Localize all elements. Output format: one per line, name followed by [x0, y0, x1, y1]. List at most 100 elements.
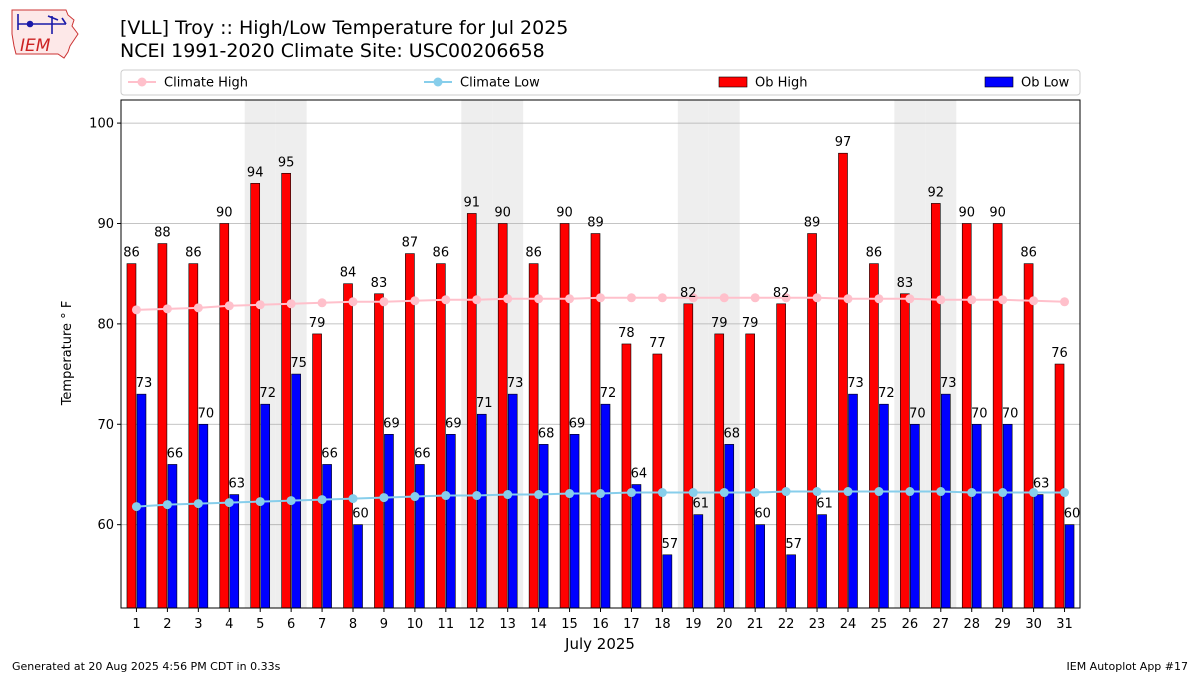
logo-text: IEM: [20, 36, 51, 56]
ob-high-bar-25: [869, 263, 879, 609]
x-tick-label-3: 3: [194, 617, 202, 632]
climate-high-point-21: [750, 293, 760, 303]
climate-low-point-9: [379, 493, 389, 503]
ob-high-bar-29: [992, 223, 1003, 609]
ob-high-label-19: 82: [680, 286, 697, 301]
ob-high-label-29: 90: [989, 205, 1006, 220]
ob-low-bar-2: [167, 464, 178, 609]
x-tick-label-15: 15: [561, 617, 578, 632]
x-tick-label-9: 9: [380, 617, 388, 632]
x-tick-label-30: 30: [1025, 617, 1042, 632]
legend-box: [120, 69, 1081, 96]
x-tick-label-14: 14: [530, 617, 547, 632]
weekend-band-12: [461, 100, 493, 608]
ob-high-bar-19: [683, 303, 694, 609]
ob-low-bar-20: [724, 444, 735, 609]
ob-low-bar-11: [446, 434, 456, 609]
ob-high-label-21: 79: [742, 316, 759, 331]
ob-low-label-13: 73: [507, 376, 524, 391]
ob-low-bar-10: [415, 464, 425, 609]
ob-high-label-10: 87: [402, 236, 419, 251]
climate-high-point-12: [472, 295, 482, 305]
y-tick-label-60: 60: [97, 518, 114, 533]
climate-low-point-16: [596, 489, 605, 499]
climate-high-point-31: [1060, 297, 1070, 307]
y-axis: 60 70 80 90 100: [89, 117, 121, 533]
ob-high-bar-20: [714, 333, 725, 609]
x-tick-label-23: 23: [809, 617, 826, 632]
ob-low-label-26: 70: [909, 406, 926, 421]
ob-low-label-1: 73: [136, 376, 153, 391]
climate-high-point-3: [193, 303, 203, 313]
climate-high-point-26: [905, 294, 915, 304]
ob-high-label-14: 86: [525, 246, 542, 261]
climate-low-point-1: [131, 502, 141, 512]
ob-high-label-18: 77: [649, 336, 666, 351]
ob-low-label-18: 57: [662, 537, 679, 552]
ob-low-bar-21: [755, 524, 765, 609]
ob-low-label-30: 63: [1033, 477, 1050, 492]
ob-low-label-11: 69: [445, 416, 462, 431]
ob-low-bar-15: [569, 434, 580, 609]
ob-high-label-6: 95: [278, 155, 295, 170]
ob-low-label-2: 66: [167, 446, 184, 461]
ob-high-bar-7: [312, 333, 322, 609]
ob-high-bar-27: [930, 203, 941, 609]
ob-low-label-14: 68: [538, 426, 555, 441]
x-tick-label-29: 29: [994, 617, 1011, 632]
legend-climate-low-marker: [433, 77, 443, 87]
ob-low-label-8: 60: [352, 507, 369, 522]
y-axis-label: Temperature ° F: [60, 301, 75, 407]
ob-high-bar-17: [621, 343, 632, 609]
x-tick-label-13: 13: [499, 617, 516, 632]
climate-high-point-16: [596, 293, 605, 303]
ob-low-label-27: 73: [940, 376, 957, 391]
app-id: IEM Autoplot App #17: [1066, 660, 1189, 673]
x-tick-label-31: 31: [1056, 617, 1073, 632]
ob-low-bar-12: [476, 413, 487, 609]
ob-low-label-31: 60: [1064, 507, 1081, 522]
ob-high-label-8: 84: [340, 266, 357, 281]
x-tick-label-22: 22: [778, 617, 795, 632]
ob-high-label-24: 97: [835, 135, 852, 150]
ob-high-bar-16: [590, 233, 601, 609]
climate-low-point-23: [812, 487, 822, 497]
chart-title: [VLL] Troy :: High/Low Temperature for J…: [120, 17, 569, 39]
ob-high-bar-26: [900, 293, 910, 609]
ob-low-bar-9: [384, 434, 394, 609]
ob-low-bar-27: [940, 393, 951, 609]
x-tick-label-25: 25: [871, 617, 888, 632]
ob-high-label-1: 86: [123, 246, 140, 261]
ob-low-label-9: 69: [383, 416, 400, 431]
y-tick-label-100: 100: [89, 117, 114, 132]
weekend-band-19: [677, 100, 709, 608]
ob-high-label-3: 86: [185, 246, 202, 261]
climate-low-point-28: [967, 488, 977, 498]
climate-low-point-2: [162, 500, 172, 510]
ob-high-label-25: 86: [866, 246, 883, 261]
x-axis: 1 2 3 4 5 6 7 8 9 10 11 12 13 14 15 16 17 18 19 20 21 22 23 24 2…: [132, 608, 1073, 632]
ob-high-label-7: 79: [309, 316, 326, 331]
ob-low-label-24: 73: [847, 376, 864, 391]
x-tick-label-12: 12: [468, 617, 485, 632]
ob-high-label-26: 83: [897, 276, 914, 291]
x-tick-label-26: 26: [902, 617, 919, 632]
ob-low-label-6: 75: [290, 356, 307, 371]
ob-low-label-23: 61: [816, 497, 833, 512]
climate-high-point-5: [255, 300, 265, 310]
x-tick-label-2: 2: [163, 617, 171, 632]
ob-low-bar-19: [693, 514, 704, 609]
climate-high-point-30: [1029, 296, 1039, 306]
ob-high-bar-15: [559, 223, 570, 609]
ob-high-bar-28: [961, 223, 972, 609]
y-tick-label-80: 80: [97, 317, 114, 332]
ob-low-label-7: 66: [321, 446, 338, 461]
climate-lines: [131, 293, 1070, 512]
climate-high-point-1: [131, 305, 141, 315]
climate-high-point-23: [812, 293, 822, 303]
climate-low-point-17: [626, 488, 636, 498]
x-tick-label-6: 6: [287, 617, 295, 632]
ob-high-label-13: 90: [494, 205, 511, 220]
ob-low-label-22: 57: [785, 537, 802, 552]
ob-high-label-28: 90: [958, 205, 975, 220]
